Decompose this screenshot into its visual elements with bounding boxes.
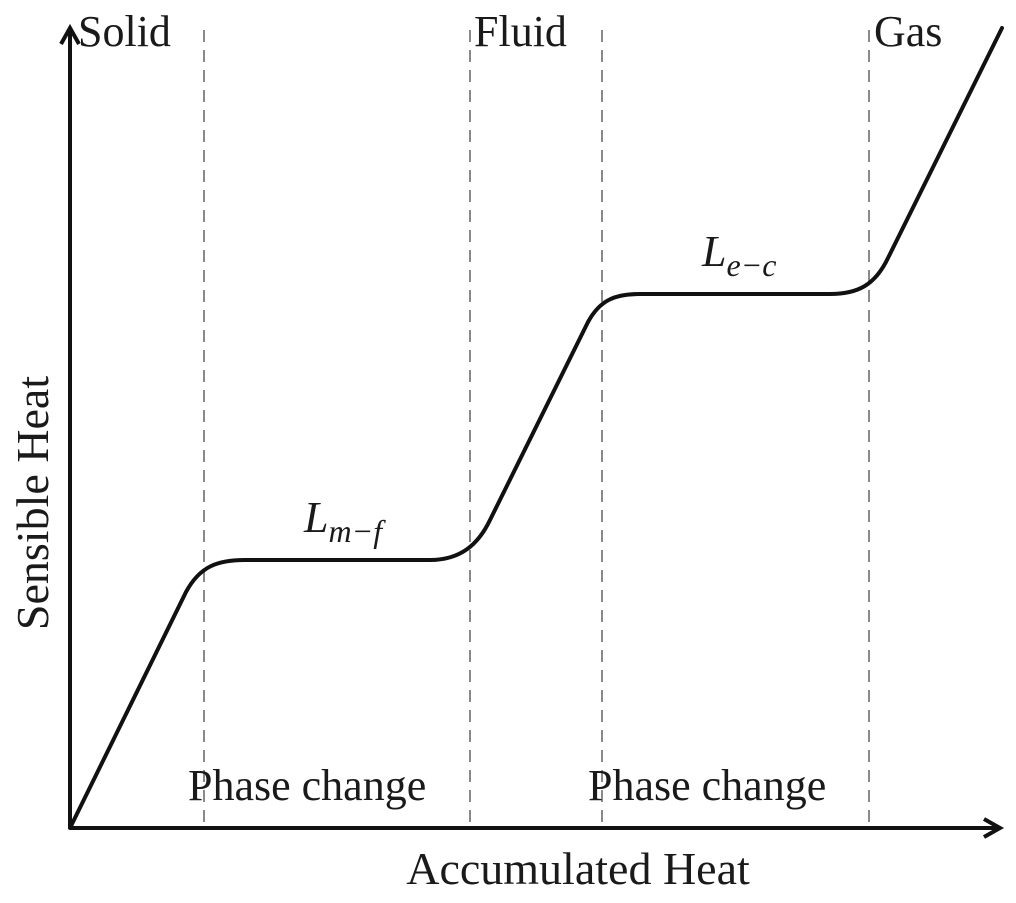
region-label-fluid: Fluid [474,7,567,56]
x-axis-label: Accumulated Heat [406,843,750,894]
latent-heat-evaporation-subscript: e−c [726,247,776,283]
x-axis-arrowhead [983,817,1005,839]
phase-change-label-evaporation: Phase change [588,761,826,810]
region-label-gas: Gas [874,7,942,56]
y-axis-label: Sensible Heat [7,376,58,630]
latent-heat-evaporation-label: Le−c [701,227,776,283]
y-axis-arrowhead [59,23,81,45]
latent-heat-melting-symbol: L [303,493,328,542]
latent-heat-evaporation-symbol: L [701,227,726,276]
heating-curve [68,26,1004,830]
latent-heat-melting-label: Lm−f [303,493,386,549]
region-label-solid: Solid [78,7,171,56]
latent-heat-melting-subscript: m−f [328,513,386,549]
phase-change-label-melting: Phase change [188,761,426,810]
